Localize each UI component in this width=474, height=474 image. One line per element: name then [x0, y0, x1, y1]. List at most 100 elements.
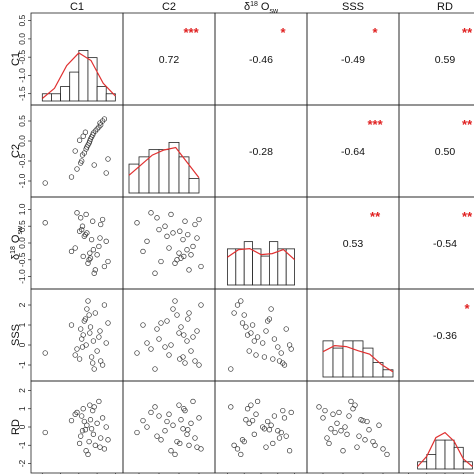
y-tick-label: 0.0	[17, 33, 27, 45]
scatter-point	[280, 407, 286, 414]
scatter-point	[328, 426, 334, 432]
scatter-point	[196, 362, 202, 368]
scatter-point	[192, 358, 198, 364]
scatter-point	[90, 218, 96, 224]
y-tick-label: -1.0	[17, 269, 27, 284]
scatter-point	[194, 328, 200, 334]
scatter-point	[356, 433, 362, 439]
scatter-point	[85, 451, 91, 458]
panel-r1-c0	[30, 104, 124, 198]
scatter-point	[174, 438, 180, 445]
histogram-bar	[69, 71, 80, 102]
scatter-point	[99, 216, 106, 223]
histogram-bar	[60, 86, 71, 102]
histogram-bar	[96, 86, 107, 102]
scatter-point	[340, 448, 346, 454]
panel-r0-c4: 0.59 **	[398, 12, 474, 106]
density-curve	[227, 247, 296, 261]
scatter-point	[152, 270, 158, 276]
scatter-point	[158, 320, 164, 326]
y-tick-label: 0.5	[17, 14, 27, 26]
scatter-point	[332, 429, 338, 436]
scatter-point	[105, 258, 111, 265]
scatter-point	[87, 255, 94, 261]
scatter-point	[364, 418, 370, 425]
scatter-point	[324, 435, 330, 441]
column-title-4: RD	[437, 1, 453, 13]
scatter-point	[184, 338, 190, 344]
correlation-value: -0.46	[249, 54, 273, 66]
panel-r1-c1	[122, 104, 216, 198]
scatter-point	[148, 409, 154, 416]
scatter-point	[172, 298, 178, 304]
scatter-point	[84, 306, 90, 312]
y-tick-label: -1.0	[17, 173, 27, 188]
scatter-point	[283, 433, 289, 439]
scatter-point	[168, 211, 174, 218]
scatter-point	[271, 336, 278, 342]
scatter-point	[249, 322, 256, 328]
scatter-point	[249, 417, 256, 424]
scatter-point	[326, 440, 332, 447]
scatter-point	[74, 346, 80, 352]
scatter-point	[178, 255, 184, 261]
scatter-point	[177, 356, 183, 362]
correlation-value: -0.36	[433, 330, 457, 342]
panel-r4-c3	[306, 380, 400, 474]
correlation-value: 0.72	[159, 54, 180, 66]
scatter-point	[101, 446, 108, 452]
histogram-bar	[51, 93, 61, 102]
scatter-point	[101, 302, 108, 308]
scatter-point	[276, 358, 283, 364]
panel-frame	[30, 380, 124, 474]
scatter-point	[168, 342, 174, 348]
scatter-point	[88, 426, 95, 432]
correlation-value: -0.64	[341, 146, 365, 158]
scatter-point	[154, 215, 160, 221]
scatter-point	[186, 267, 192, 273]
row-title-1: C2	[10, 144, 22, 158]
panel-frame	[306, 380, 400, 474]
scatter-point	[174, 312, 180, 318]
scatter-point	[148, 210, 154, 216]
scatter-point	[162, 344, 168, 350]
scatter-point	[261, 354, 268, 360]
scatter-point	[276, 435, 283, 441]
panel-r3-c0	[30, 288, 124, 382]
scatter-point	[184, 431, 190, 437]
scatter-point	[98, 435, 104, 441]
scatter-point	[360, 417, 366, 424]
scatter-point	[196, 415, 202, 421]
correlation-value: -0.49	[341, 54, 365, 66]
scatter-point	[144, 424, 150, 430]
scatter-point	[194, 235, 200, 241]
panel-r1-c3: -0.64 ***	[306, 104, 400, 198]
scatter-point	[181, 253, 187, 260]
scatter-point	[103, 170, 109, 176]
scatter-point	[177, 440, 183, 447]
scatter-point	[186, 310, 192, 316]
significance-stars: **	[462, 117, 473, 132]
scatter-point	[239, 437, 246, 443]
scatter-point	[80, 253, 86, 260]
scatter-point	[234, 446, 241, 452]
correlation-value: 0.53	[343, 238, 364, 250]
scatter-point	[74, 210, 80, 216]
scatter-point	[72, 352, 78, 358]
scatter-point	[241, 438, 247, 445]
scatter-point	[182, 218, 188, 224]
scatter-point	[82, 427, 89, 433]
scatter-point	[101, 263, 108, 270]
scatter-point	[320, 415, 326, 421]
scatter-point	[186, 442, 192, 448]
panel-r4-c1	[122, 380, 216, 474]
scatter-point	[78, 326, 84, 332]
scatter-point	[72, 148, 78, 154]
correlation-value: 0.59	[435, 54, 456, 66]
scatter-point	[198, 302, 204, 308]
scatter-point	[243, 417, 249, 423]
panel-r0-c3: -0.49 *	[306, 12, 400, 106]
scatter-point	[278, 350, 284, 356]
significance-stars: *	[281, 25, 287, 40]
